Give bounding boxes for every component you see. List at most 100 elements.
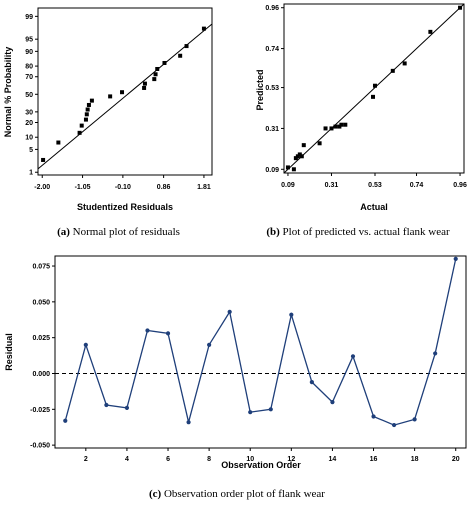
residual-point [391, 422, 397, 428]
data-point-b [333, 124, 338, 129]
x-tick-label-b: 0.31 [325, 182, 339, 189]
x-tick-label-c: 18 [411, 456, 419, 463]
residual-point [453, 256, 458, 261]
residual-point [330, 400, 335, 405]
data-point-b [323, 126, 328, 131]
chart-normal-plot: -2.00 -1.05 -0.10 0.86 1.81 1 5 10 20 30 50 70 80 90 9… [3, 7, 213, 212]
data-point-b [343, 122, 348, 127]
residual-point [83, 342, 88, 347]
residual-point [165, 331, 171, 336]
y-axis-label-b: Predicted [255, 69, 265, 110]
x-axis-label-c: Observation Order [221, 460, 301, 470]
residual-point [145, 328, 150, 333]
x-tick-label-c: 14 [329, 456, 337, 463]
y-tick-label-a: 95 [25, 37, 33, 44]
caption-a-text: Normal plot of residuals [72, 226, 180, 238]
y-tick-label-a: 70 [25, 74, 33, 81]
y-tick-label-c: 0.000 [32, 371, 50, 378]
caption-b-id: (b) [266, 226, 280, 238]
residual-point [63, 418, 68, 423]
residual-point [124, 405, 130, 410]
x-tick-label-a: 0.86 [157, 184, 171, 191]
data-point-b [372, 83, 377, 88]
data-point-b [390, 68, 395, 73]
data-point-a [108, 94, 113, 99]
x-tick-label-c: 8 [207, 456, 211, 463]
data-point-a [41, 157, 46, 162]
data-point-a [83, 117, 88, 122]
y-tick-label-c: -0.025 [30, 407, 50, 414]
y-tick-label-a: 5 [29, 147, 33, 154]
y-tick-label-b: 0.74 [265, 46, 279, 53]
data-point-b [329, 126, 334, 131]
x-tick-label-c: 2 [84, 456, 88, 463]
caption-c-id: (c) [149, 488, 162, 500]
y-tick-label-a: 10 [25, 135, 33, 142]
y-tick-label-c: 0.050 [32, 299, 50, 306]
data-point-a [56, 140, 61, 145]
data-point-b [301, 143, 306, 148]
fit-line-a [37, 23, 213, 170]
residual-point [371, 414, 376, 419]
x-tick-label-c: 4 [125, 456, 129, 463]
x-tick-label-a: 1.81 [197, 184, 211, 191]
residual-point [207, 342, 212, 347]
x-tick-label-b: 0.09 [281, 182, 295, 189]
x-tick-label-c: 12 [287, 456, 295, 463]
data-point-a [77, 130, 82, 135]
x-tick-label-b: 0.96 [453, 182, 467, 189]
data-point-a [184, 44, 189, 49]
data-point-a [86, 102, 91, 107]
data-point-a [142, 81, 147, 86]
data-point-b [299, 154, 304, 159]
caption-b-text: Plot of predicted vs. actual flank wear [282, 226, 450, 238]
residual-point [186, 420, 191, 425]
y-tick-label-a: 50 [25, 92, 33, 99]
x-tick-label-c: 16 [370, 456, 378, 463]
y-tick-label-a: 30 [25, 109, 33, 116]
x-tick-label-a: -0.10 [115, 184, 131, 191]
y-tick-label-a: 99 [25, 14, 33, 21]
data-point-a [155, 66, 160, 71]
y-tick-label-b: 0.96 [265, 5, 279, 12]
data-point-a [79, 123, 84, 128]
data-point-b [285, 165, 290, 170]
data-point-b [291, 167, 296, 172]
x-tick-label-c: 10 [246, 456, 254, 463]
y-axis-label-c: Residual [4, 333, 14, 371]
x-tick-label-c: 6 [166, 456, 170, 463]
data-point-b [339, 122, 344, 127]
x-axis-label-a: Studentized Residuals [77, 202, 173, 212]
y-tick-label-a: 90 [25, 49, 33, 56]
caption-a-id: (a) [57, 226, 70, 238]
data-point-a [152, 77, 157, 82]
x-tick-label-a: -2.00 [34, 184, 50, 191]
y-axis-label-a: Normal % Probability [3, 47, 13, 138]
data-point-b [371, 94, 376, 99]
data-point-a [85, 107, 90, 112]
residual-point [350, 354, 356, 359]
data-point-a [162, 60, 167, 65]
data-point-a [142, 85, 147, 90]
data-point-b [428, 29, 433, 34]
caption-c: (c) Observation order plot of flank wear [0, 488, 474, 500]
residual-point [433, 351, 438, 356]
residual-point [412, 417, 417, 422]
y-tick-label-b: 0.31 [265, 126, 279, 133]
data-point-a [201, 26, 206, 31]
y-tick-label-c: 0.075 [32, 264, 50, 271]
data-point-a [84, 112, 89, 117]
y-tick-label-a: 20 [25, 120, 33, 127]
data-point-a [89, 98, 94, 103]
x-axis-label-b: Actual [360, 202, 388, 212]
y-tick-label-b: 0.53 [265, 85, 279, 92]
y-tick-label-a: 1 [29, 170, 33, 177]
data-point-b [458, 5, 463, 10]
plot-area-a [37, 7, 213, 176]
residual-point [227, 309, 232, 314]
residual-point [248, 410, 253, 415]
x-tick-label-a: -1.05 [75, 184, 91, 191]
residual-point [268, 407, 273, 412]
y-tick-label-a: 80 [25, 64, 33, 71]
chart-observation-order: 2 4 6 8 10 12 14 16 18 20 0.075 0.050 0.025 0.000 -0.0… [4, 255, 467, 470]
